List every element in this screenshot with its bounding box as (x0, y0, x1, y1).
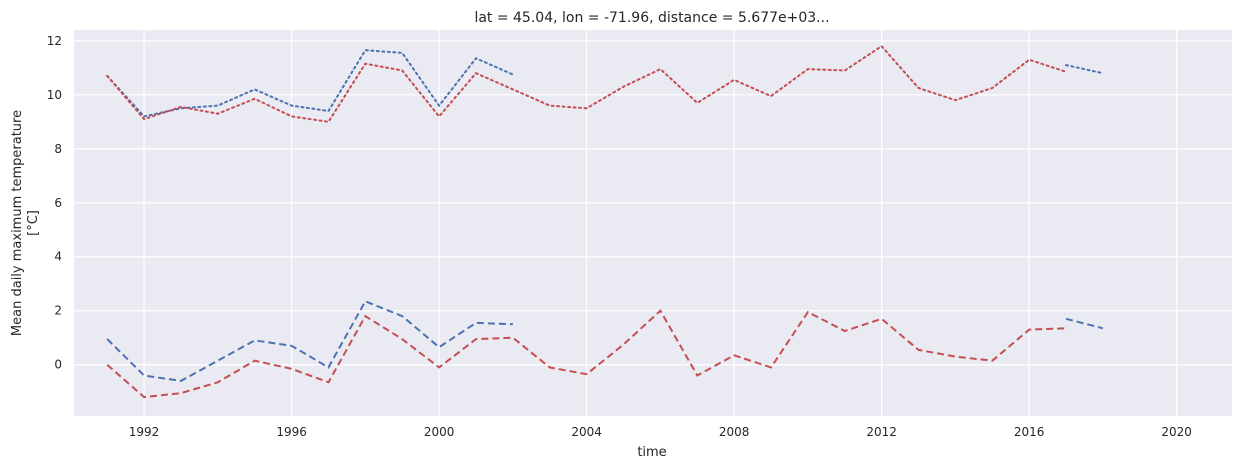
y-axis-ticks: 0 2 4 6 8 10 12 (47, 34, 62, 372)
y-tick-label: 6 (54, 196, 62, 210)
x-tick-label: 2020 (1161, 425, 1192, 439)
y-axis-label-line-2: [°C] (26, 210, 41, 236)
series-line-2 (106, 44, 1067, 123)
x-axis-label: time (637, 445, 666, 460)
series-line-4 (106, 309, 1067, 399)
y-tick-label: 8 (54, 142, 62, 156)
series-line-1 (106, 49, 514, 118)
x-tick-label: 1992 (129, 425, 160, 439)
y-tick-label: 2 (54, 304, 62, 318)
x-tick-label: 2008 (719, 425, 750, 439)
chart-title: lat = 45.04, lon = -71.96, distance = 5.… (474, 10, 829, 26)
x-tick-label: 2016 (1014, 425, 1045, 439)
x-tick-label: 2012 (866, 425, 897, 439)
series-lines (106, 44, 1104, 399)
y-axis-label-line-1: Mean daily maximum temperature (10, 110, 25, 336)
x-tick-label: 2004 (571, 425, 602, 439)
series-line-3 (1065, 317, 1104, 330)
series-line-1 (1065, 64, 1104, 75)
y-tick-label: 12 (47, 34, 62, 48)
y-tick-label: 4 (54, 250, 62, 264)
x-axis-ticks: 1992 1996 2000 2004 2008 2012 2016 2020 (129, 425, 1192, 439)
y-tick-label: 0 (54, 358, 62, 372)
x-tick-label: 2000 (424, 425, 455, 439)
plot-area (74, 30, 1232, 416)
series-line-3 (106, 300, 513, 382)
x-tick-label: 1996 (276, 425, 307, 439)
y-tick-label: 10 (47, 88, 62, 102)
